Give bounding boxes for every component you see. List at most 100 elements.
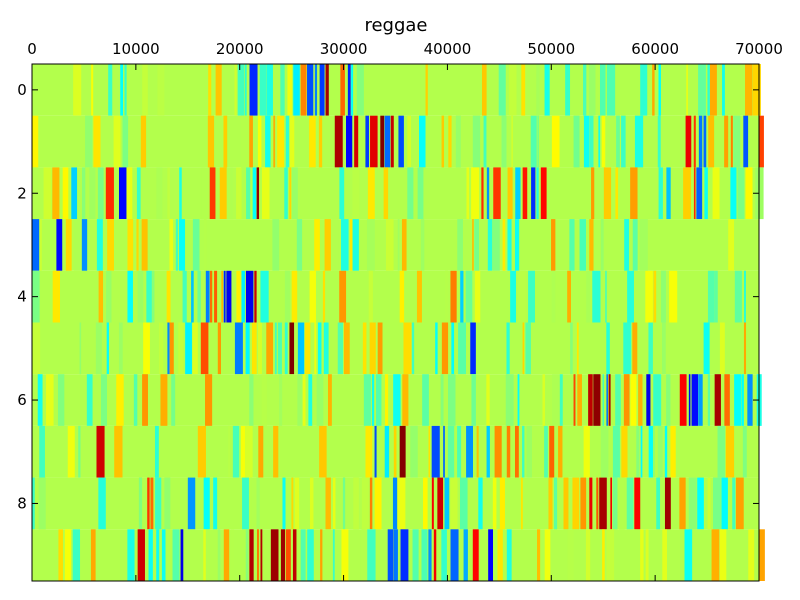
heatmap-cell bbox=[277, 115, 284, 168]
y-tick-label: 4 bbox=[17, 288, 27, 306]
heatmap-cell bbox=[506, 322, 510, 375]
heatmap-cell bbox=[521, 64, 526, 116]
heatmap-cell bbox=[208, 64, 212, 116]
heatmap-cell bbox=[62, 167, 69, 220]
heatmap-cell bbox=[314, 219, 320, 271]
heatmap-cell bbox=[142, 374, 148, 426]
heatmap-cell bbox=[334, 115, 343, 168]
heatmap-cell bbox=[39, 219, 42, 271]
heatmap-cell bbox=[457, 219, 463, 271]
heatmap-cell bbox=[460, 270, 464, 323]
heatmap-cell bbox=[308, 374, 313, 426]
heatmap-cell bbox=[147, 477, 150, 530]
heatmap-cell bbox=[380, 115, 385, 168]
heatmap-cell bbox=[285, 529, 291, 581]
heatmap-cell bbox=[624, 219, 630, 271]
heatmap-cell bbox=[549, 425, 555, 478]
heatmap-cell bbox=[241, 270, 245, 323]
heatmap-cell bbox=[314, 64, 318, 116]
heatmap-cell bbox=[422, 374, 429, 426]
heatmap-cell bbox=[598, 115, 601, 168]
heatmap-cell bbox=[626, 477, 634, 530]
heatmap-cell bbox=[366, 219, 375, 271]
heatmap-cell bbox=[707, 64, 710, 116]
heatmap-cell bbox=[640, 64, 648, 116]
y-tick-label: 8 bbox=[17, 494, 27, 512]
heatmap-cell bbox=[71, 167, 78, 220]
heatmap-cell bbox=[339, 167, 345, 220]
heatmap-cell bbox=[732, 477, 736, 530]
heatmap-cell bbox=[666, 167, 671, 220]
heatmap-cell bbox=[693, 115, 696, 168]
heatmap-cell bbox=[374, 477, 382, 530]
heatmap-cell bbox=[481, 167, 484, 220]
heatmap-cell bbox=[661, 270, 666, 323]
heatmap-cell bbox=[245, 64, 247, 116]
heatmap-cell bbox=[669, 270, 678, 323]
heatmap-cell bbox=[349, 219, 353, 271]
heatmap-cell bbox=[640, 425, 643, 478]
heatmap-cell bbox=[309, 270, 316, 323]
heatmap-cell bbox=[332, 529, 335, 581]
heatmap-cell bbox=[226, 270, 232, 323]
heatmap-cell bbox=[249, 115, 253, 168]
heatmap-cell bbox=[688, 477, 697, 530]
heatmap-cell bbox=[138, 477, 143, 530]
heatmap-cell bbox=[289, 167, 292, 220]
heatmap-cell bbox=[287, 64, 292, 116]
heatmap-cell bbox=[492, 477, 497, 530]
heatmap-cell bbox=[544, 425, 548, 478]
heatmap-cell bbox=[384, 374, 389, 426]
heatmap-cell bbox=[365, 425, 373, 478]
heatmap-cell bbox=[215, 64, 222, 116]
heatmap-cell bbox=[137, 270, 144, 323]
heatmap-cell bbox=[510, 270, 517, 323]
heatmap-cell bbox=[602, 529, 605, 581]
heatmap-cell bbox=[719, 529, 727, 581]
heatmap-cell bbox=[703, 322, 710, 375]
heatmap-cell bbox=[219, 167, 227, 220]
heatmap-cell bbox=[540, 167, 547, 220]
heatmap-cell bbox=[78, 425, 81, 478]
heatmap-cell bbox=[742, 425, 747, 478]
heatmap-cell bbox=[179, 219, 186, 271]
heatmap-cell bbox=[572, 477, 580, 530]
heatmap-cell bbox=[747, 374, 753, 426]
heatmap-cell bbox=[91, 64, 94, 116]
heatmap-cell bbox=[612, 477, 618, 530]
heatmap-cell bbox=[684, 529, 693, 581]
heatmap-cell bbox=[450, 270, 457, 323]
heatmap-cell bbox=[32, 219, 40, 271]
heatmap-cell bbox=[632, 219, 638, 271]
heatmap-cell bbox=[362, 322, 367, 375]
heatmap-cell bbox=[514, 425, 519, 478]
heatmap-cell bbox=[203, 529, 206, 581]
heatmap-cell bbox=[382, 477, 389, 530]
heatmap-cell bbox=[300, 64, 307, 116]
heatmap-cell bbox=[325, 64, 329, 116]
heatmap-cell bbox=[127, 270, 133, 323]
heatmap-cell bbox=[352, 219, 359, 271]
heatmap-cell bbox=[124, 64, 127, 116]
heatmap-cell bbox=[522, 167, 528, 220]
heatmap-cell bbox=[615, 374, 621, 426]
x-axis-ticks: 0 10000 20000 30000 40000 50000 60000 70000 bbox=[27, 40, 783, 581]
heatmap-cell bbox=[600, 219, 604, 271]
heatmap-cell bbox=[223, 270, 226, 323]
heatmap-cell bbox=[309, 477, 314, 530]
heatmap-cell bbox=[360, 529, 366, 581]
heatmap-cell bbox=[486, 425, 490, 478]
heatmap-cell bbox=[346, 115, 353, 168]
heatmap-cell bbox=[319, 425, 327, 478]
heatmap-cell bbox=[118, 167, 127, 220]
heatmap-cell bbox=[662, 322, 666, 375]
heatmap-cell bbox=[433, 529, 437, 581]
heatmap-cell bbox=[472, 529, 479, 581]
heatmap-cell bbox=[567, 529, 574, 581]
heatmap-cell bbox=[599, 477, 607, 530]
heatmap-cell bbox=[698, 374, 703, 426]
heatmap-cell bbox=[606, 64, 616, 116]
heatmap-cell bbox=[481, 64, 487, 116]
heatmap-cell bbox=[137, 529, 145, 581]
heatmap-cell bbox=[463, 529, 468, 581]
